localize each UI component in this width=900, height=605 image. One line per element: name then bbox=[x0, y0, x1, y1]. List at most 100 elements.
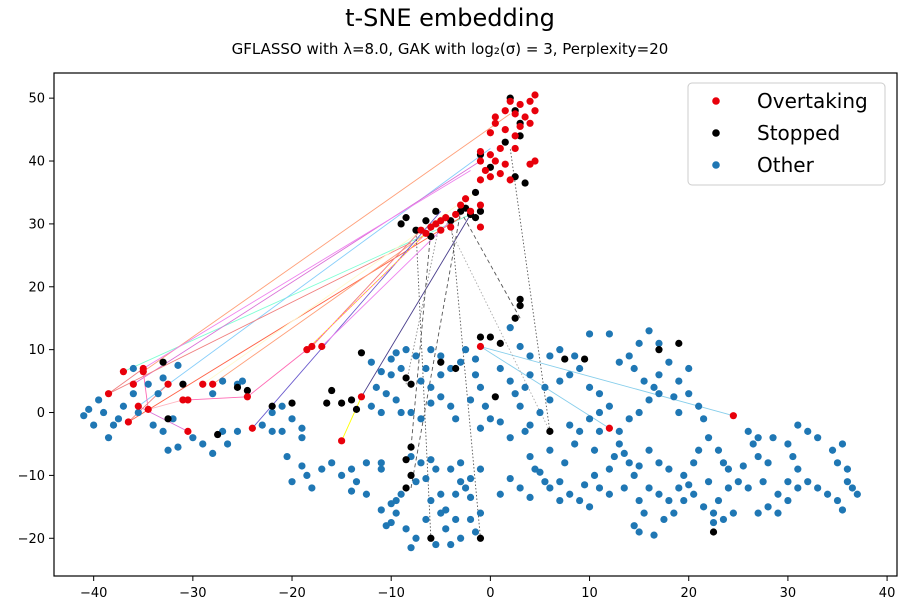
point-other bbox=[511, 390, 519, 398]
point-overtaking bbox=[124, 418, 132, 426]
point-other bbox=[665, 465, 673, 473]
point-other bbox=[442, 525, 450, 533]
point-other bbox=[164, 446, 172, 454]
point-other bbox=[635, 408, 643, 417]
point-other bbox=[417, 415, 425, 423]
point-other bbox=[233, 427, 242, 435]
point-other bbox=[347, 465, 356, 473]
point-other bbox=[392, 496, 400, 505]
point-other bbox=[650, 383, 658, 391]
point-other bbox=[556, 346, 564, 354]
point-overtaking bbox=[496, 170, 504, 178]
point-other bbox=[288, 478, 296, 486]
point-other bbox=[466, 493, 475, 502]
point-other bbox=[516, 484, 524, 492]
legend-box bbox=[687, 82, 886, 186]
point-other bbox=[675, 377, 683, 385]
point-overtaking bbox=[437, 226, 445, 234]
point-other bbox=[422, 474, 430, 483]
point-stopped bbox=[164, 415, 172, 423]
point-other bbox=[392, 509, 400, 517]
point-other bbox=[739, 462, 747, 470]
point-other bbox=[685, 481, 693, 489]
point-other bbox=[95, 396, 103, 404]
connection-line bbox=[128, 383, 169, 423]
point-other bbox=[437, 393, 445, 401]
point-other bbox=[496, 364, 504, 373]
point-overtaking bbox=[476, 157, 485, 165]
y-tick-label: 40 bbox=[28, 155, 45, 170]
point-other bbox=[457, 534, 465, 542]
point-other bbox=[615, 440, 623, 448]
point-other bbox=[665, 496, 673, 505]
connection-line bbox=[509, 148, 551, 432]
point-other bbox=[764, 503, 772, 511]
point-other bbox=[427, 496, 435, 505]
point-overtaking bbox=[452, 210, 460, 219]
point-other bbox=[471, 528, 480, 536]
x-axis: −40 −30 −20 −10 0 10 20 30 40 bbox=[80, 576, 895, 601]
point-other bbox=[392, 349, 400, 357]
chart-subtitle: GFLASSO with λ=8.0, GAK with log₂(σ) = 3… bbox=[231, 40, 669, 58]
point-overtaking bbox=[248, 424, 256, 432]
point-other bbox=[318, 465, 326, 473]
point-other bbox=[407, 544, 415, 552]
point-other bbox=[620, 449, 628, 457]
point-other bbox=[556, 377, 564, 385]
point-other bbox=[814, 434, 822, 442]
point-other bbox=[571, 352, 579, 360]
point-stopped bbox=[397, 220, 405, 228]
point-other bbox=[377, 408, 385, 417]
point-other bbox=[571, 440, 579, 448]
point-other bbox=[680, 496, 688, 505]
point-stopped bbox=[328, 386, 336, 395]
point-other bbox=[700, 503, 708, 511]
point-other bbox=[486, 415, 494, 423]
point-other bbox=[288, 415, 296, 423]
point-overtaking bbox=[476, 342, 485, 351]
connection-line bbox=[187, 396, 248, 401]
point-overtaking bbox=[511, 110, 519, 118]
point-other bbox=[352, 478, 361, 486]
point-other bbox=[526, 493, 534, 502]
point-other bbox=[784, 496, 792, 505]
point-other bbox=[506, 324, 514, 332]
y-tick-label: 0 bbox=[37, 406, 45, 421]
point-stopped bbox=[516, 295, 524, 303]
point-other bbox=[585, 503, 594, 511]
point-stopped bbox=[471, 214, 480, 222]
point-other bbox=[427, 383, 435, 391]
point-other bbox=[367, 402, 375, 410]
connection-line bbox=[415, 230, 432, 539]
point-other bbox=[605, 465, 613, 473]
point-other bbox=[595, 427, 604, 435]
point-overtaking bbox=[476, 223, 485, 231]
point-other bbox=[506, 474, 514, 483]
connection-lines bbox=[108, 113, 734, 539]
point-stopped bbox=[412, 226, 420, 234]
point-stopped bbox=[452, 364, 460, 373]
point-other bbox=[590, 471, 599, 479]
point-other bbox=[437, 490, 445, 498]
point-other bbox=[640, 377, 648, 385]
point-overtaking bbox=[447, 223, 455, 231]
point-stopped bbox=[516, 302, 524, 310]
point-other bbox=[397, 490, 405, 498]
point-stopped bbox=[437, 358, 445, 366]
point-other bbox=[838, 440, 847, 448]
point-other bbox=[625, 415, 633, 423]
point-other bbox=[442, 506, 450, 514]
connection-line bbox=[306, 223, 437, 350]
point-other bbox=[566, 421, 574, 429]
point-other bbox=[754, 452, 762, 461]
point-overtaking bbox=[481, 166, 490, 175]
point-other bbox=[774, 490, 782, 498]
legend-marker-stopped bbox=[712, 129, 720, 137]
point-other bbox=[615, 427, 623, 435]
point-other bbox=[714, 446, 723, 454]
point-overtaking bbox=[338, 437, 346, 445]
point-other bbox=[372, 383, 380, 391]
point-other bbox=[789, 452, 797, 461]
point-other bbox=[754, 434, 762, 442]
point-stopped bbox=[427, 534, 435, 542]
